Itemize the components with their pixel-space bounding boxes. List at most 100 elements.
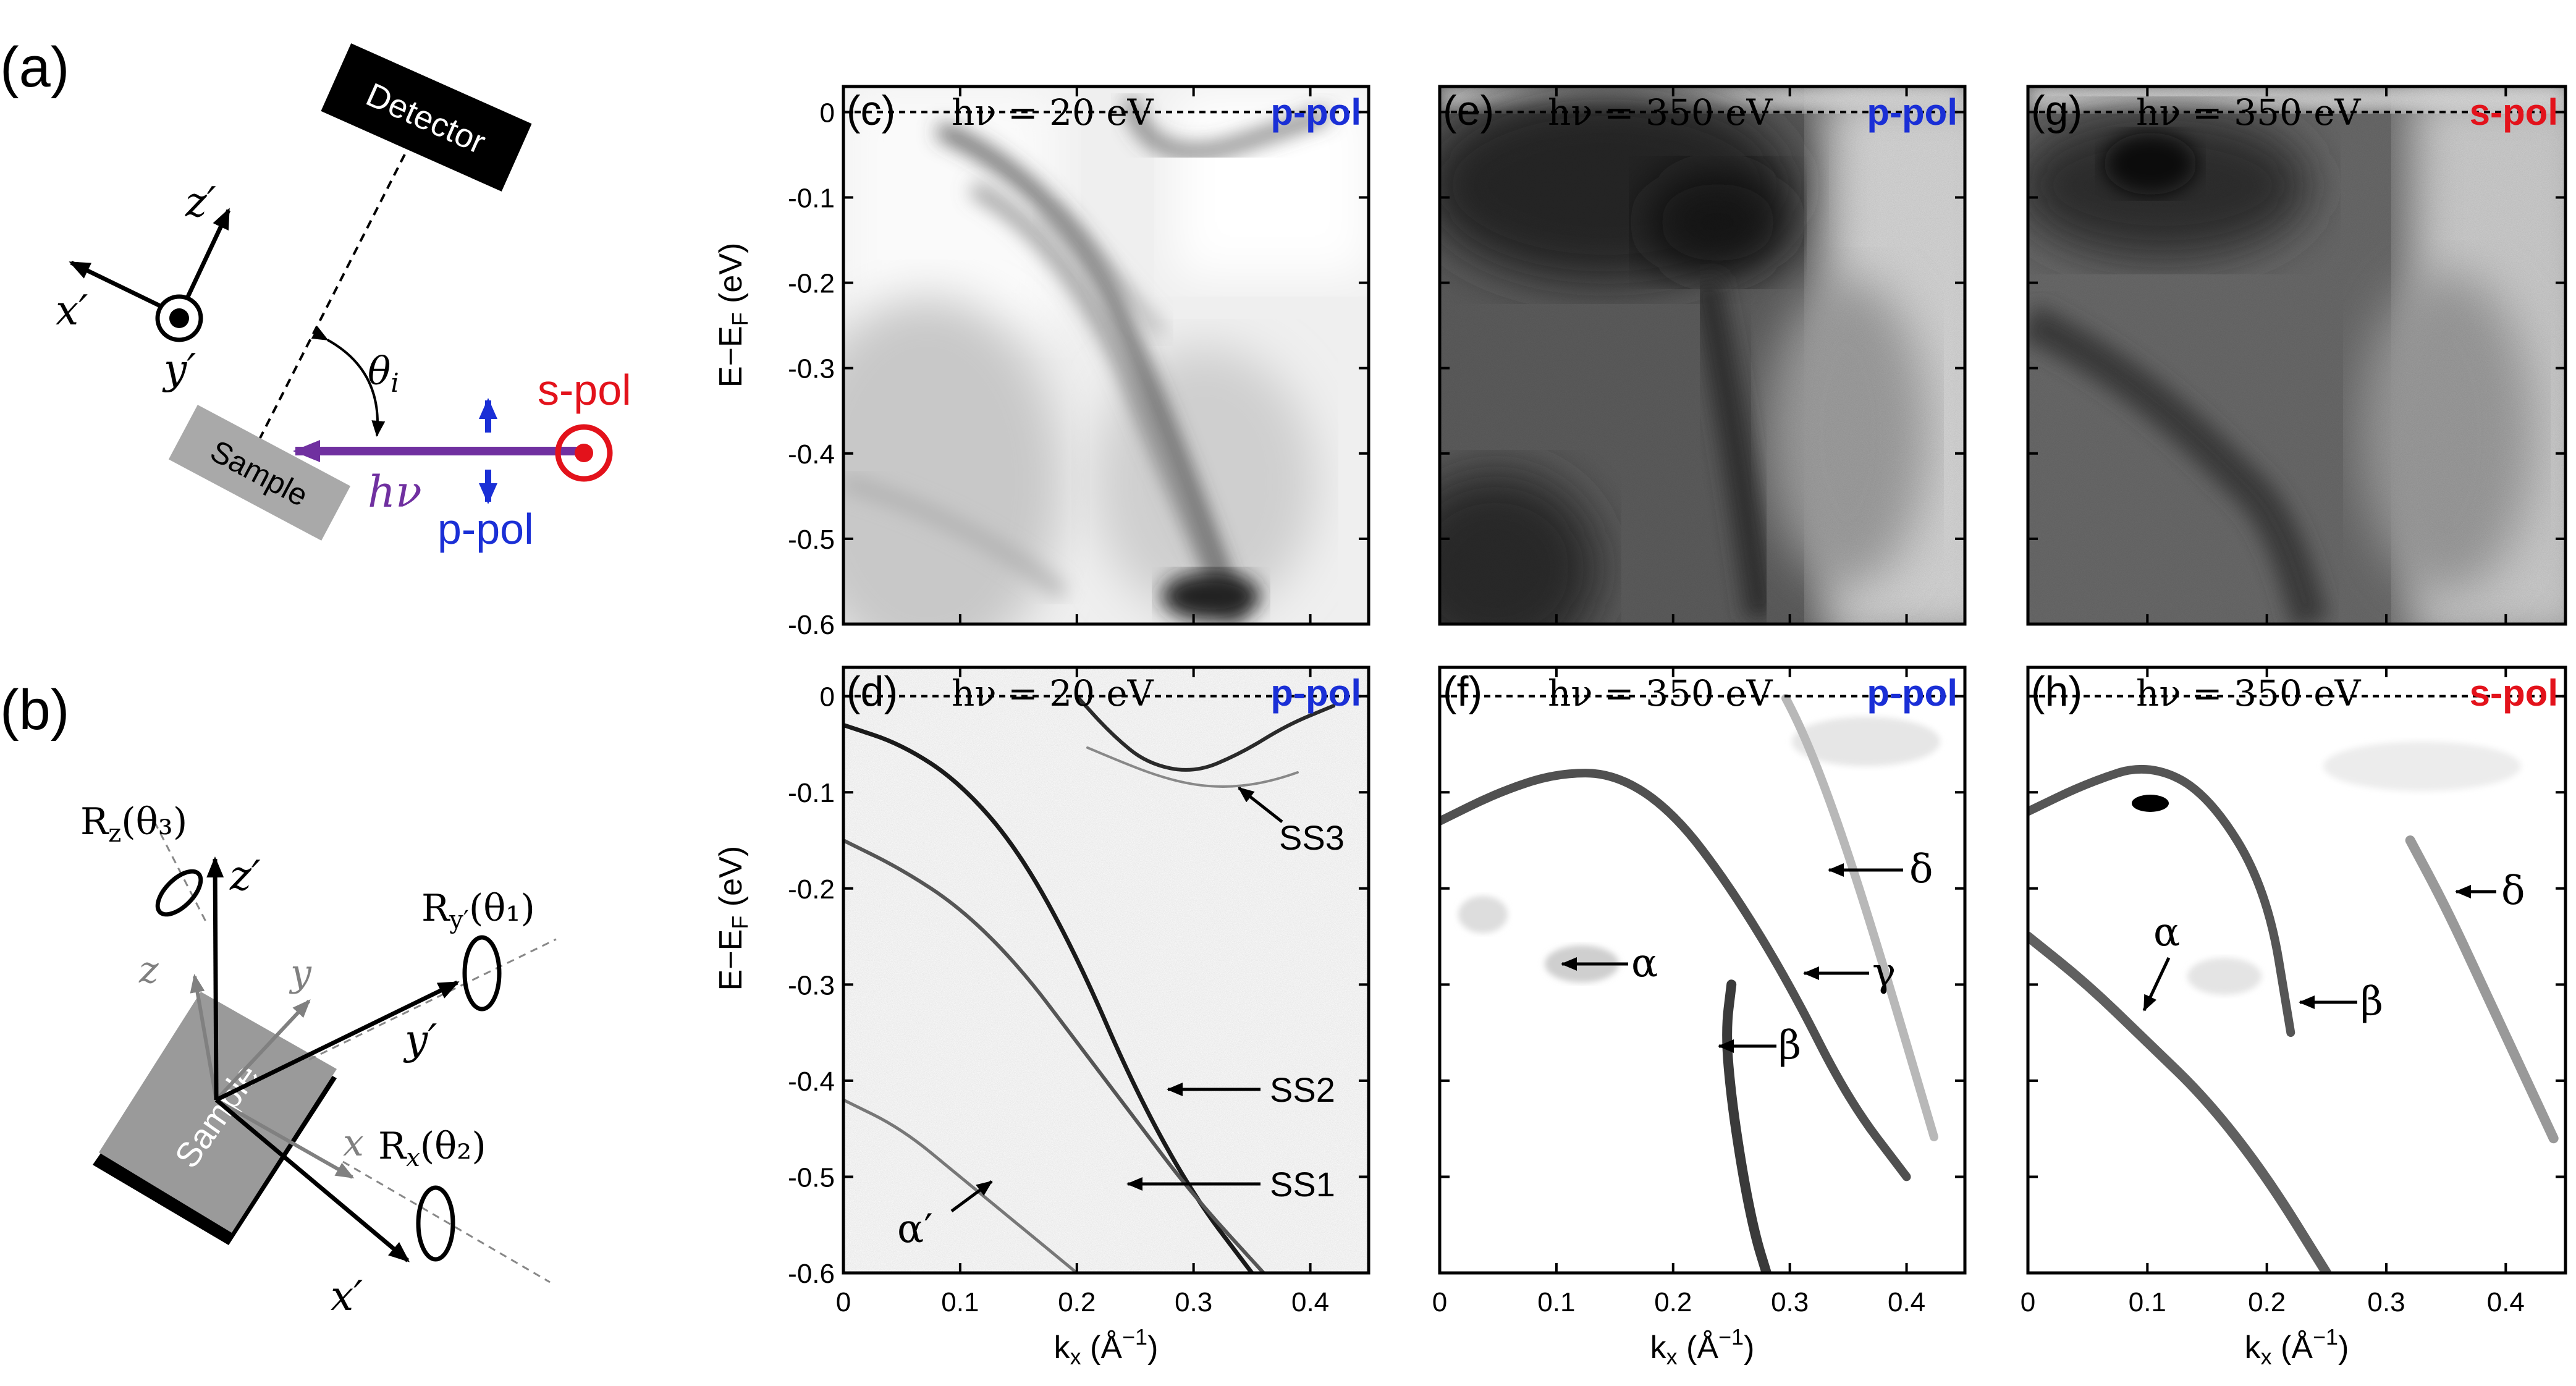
panel-c-photon-energy: hν = 20 eV (952, 91, 1154, 133)
panel-d-ytick-label: -0.1 (788, 778, 835, 808)
rx-rotation-icon (416, 1185, 455, 1262)
panel-f-polarization: p-pol (1867, 672, 1957, 714)
detector-sample-dashed-line (249, 154, 406, 458)
ss1-label: SS1 (1270, 1165, 1335, 1204)
axis-x-prime-b-label: x′ (331, 1272, 363, 1320)
ss3-label: SS3 (1279, 818, 1345, 857)
band-ss3 (1075, 694, 1336, 772)
axis-z-gray-label: z (138, 949, 159, 992)
gamma-f-label: γ (1872, 950, 1896, 995)
panel-h-xtick-label: 0.3 (2367, 1287, 2405, 1317)
panel-d-ytick-label: -0.4 (788, 1067, 835, 1097)
spol-label: s-pol (538, 366, 631, 414)
panel-c-ytick-label: -0.6 (788, 610, 835, 640)
alpha-h-arrow (2142, 957, 2171, 1012)
panel-d-photon-energy: hν = 20 eV (952, 672, 1154, 714)
panel-f-image (1440, 667, 1965, 1273)
panel-c-ytick-label: -0.5 (788, 525, 835, 555)
band-ss1 (843, 722, 1254, 1273)
panel-h-frame (2026, 666, 2567, 1275)
panel-c-ytick-label: -0.1 (788, 184, 835, 214)
panel-d-plot (843, 667, 1369, 1273)
panel-h-xtick-label: 0.1 (2129, 1287, 2166, 1317)
beta-h-label: β (2360, 979, 2383, 1025)
ppol-label: p-pol (437, 505, 534, 553)
panel-d-polarization: p-pol (1270, 672, 1361, 714)
axis-x-prime-label: x′ (56, 287, 88, 334)
axis-z-prime-label: z′ (185, 179, 216, 226)
panel-d-ytick-label: 0 (820, 682, 835, 712)
panel-e-image (1440, 87, 1965, 624)
axis-x-prime-b-arrow (214, 1098, 410, 1262)
axis-y-gray-label: y (289, 952, 312, 995)
panel-c-frame (842, 85, 1370, 626)
panel-c-ylabel: E−EF (eV) (713, 243, 753, 387)
panel-b-schematic: (b) Sample z y x z′ y′ x′ Rz(θ₃) Ry′(θ₁)… (0, 678, 557, 1320)
panel-c-ytick-label: 0 (820, 98, 835, 128)
axis-y-prime-label: y′ (162, 345, 196, 393)
alpha-prime-label: α′ (897, 1206, 933, 1252)
panel-d-ytick-label: -0.2 (788, 874, 835, 905)
axis-z-prime-b-arrow (206, 856, 224, 1101)
axis-x-gray-label: x (343, 1122, 364, 1165)
band-h-alpha (2028, 931, 2332, 1273)
theta-arc (311, 326, 386, 437)
rz-rotation-icon (155, 869, 203, 917)
delta-f-label: δ (1909, 847, 1933, 892)
ry-rotation-icon (462, 935, 502, 1012)
panel-d-xtick-label: 0.4 (1291, 1287, 1329, 1317)
panel-d-ylabel: E−EF (eV) (713, 846, 753, 991)
panel-d-xlabel: kx (Å−1) (1054, 1324, 1159, 1369)
band-h-delta (2405, 835, 2559, 1144)
panel-c-label: (c) (847, 87, 895, 134)
panel-d-ytick-label: -0.6 (788, 1259, 835, 1289)
panel-d-xtick-label: 0.1 (941, 1287, 979, 1317)
panel-e-polarization: p-pol (1867, 91, 1957, 133)
panel-d-image (843, 667, 1369, 1273)
panel-g-photon-energy: hν = 350 eV (2136, 91, 2362, 133)
panel-c-ytick-label: -0.3 (788, 354, 835, 384)
band-h-outer (2028, 764, 2295, 1037)
panel-f-annotations: δ α γ β (1561, 847, 1933, 1068)
band-ss2 (843, 839, 1265, 1273)
alpha-f-label: α (1631, 940, 1658, 986)
panel-c-polarization: p-pol (1270, 91, 1361, 133)
panel-d-xtick-label: 0.3 (1175, 1287, 1212, 1317)
axis-y-prime-dot-icon (169, 308, 189, 328)
ry-label: Ry′(θ₁) (421, 887, 535, 934)
rx-dashed-axis (342, 1160, 551, 1283)
panel-h-band-group (2028, 764, 2559, 1273)
beta-f-label: β (1778, 1023, 1801, 1068)
panel-h-polarization: s-pol (2470, 672, 2558, 714)
alpha-h-label: α (2153, 910, 2180, 955)
panel-d-ytick-label: -0.3 (788, 970, 835, 1000)
panel-f-xtick-label: 0.3 (1771, 1287, 1809, 1317)
band-f-outer (1440, 769, 1911, 1181)
panel-g-image (2028, 87, 2565, 624)
rz-label: Rz(θ₃) (80, 800, 187, 848)
band-alpha-prime (843, 1098, 1079, 1273)
panel-e-frame (1438, 85, 1967, 626)
axes-layer: 0 -0.1 -0.2 -0.3 -0.4 -0.5 -0.6 (c) hν = 20 eV p-… (713, 85, 2567, 1369)
panel-a-label: (a) (0, 36, 69, 99)
panel-d-label: (d) (847, 668, 898, 715)
panel-g-polarization: s-pol (2470, 91, 2558, 133)
panel-d-xtick-label: 0 (836, 1287, 851, 1317)
panel-f-label: (f) (1443, 668, 1482, 715)
sample-block: Sample (168, 405, 351, 541)
axis-y-gray-arrow (214, 999, 311, 1102)
panel-g-frame (2026, 85, 2567, 626)
axis-z-gray-arrow (190, 974, 218, 1101)
panel-f-plot (1440, 667, 1965, 1273)
ss3-arrow (1238, 787, 1283, 823)
panel-h-image (2028, 667, 2565, 1273)
panel-d-band-group (843, 694, 1336, 1273)
panel-h-annotations: α δ β (2142, 868, 2525, 1025)
spol-circle-icon (555, 424, 613, 482)
panel-f-photon-energy: hν = 350 eV (1548, 672, 1773, 714)
spol-dot-icon (575, 444, 593, 462)
panel-d-xtick-label: 0.2 (1058, 1287, 1096, 1317)
ry-dashed-axis (308, 938, 557, 1061)
panel-c-ytick-label: -0.2 (788, 269, 835, 299)
axis-y-prime-b-label: y′ (403, 1016, 437, 1063)
